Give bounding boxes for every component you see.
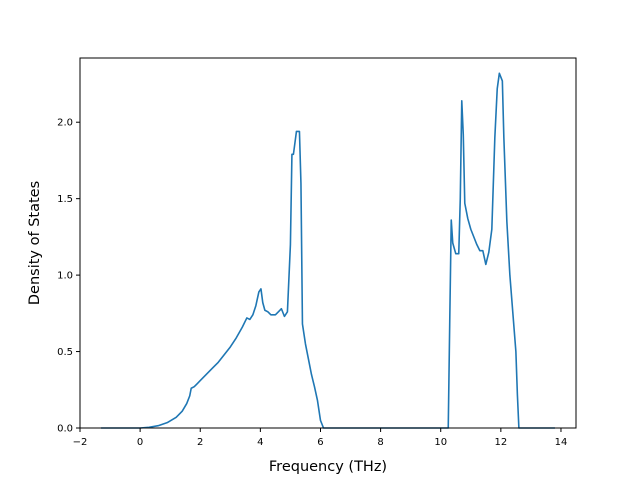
x-tick-label: 4 xyxy=(257,437,263,448)
x-tick-label: −2 xyxy=(73,437,88,448)
y-tick-label: 0.0 xyxy=(57,424,73,435)
x-tick-label: 0 xyxy=(137,437,143,448)
dos-series-line xyxy=(101,72,555,429)
y-tick-label: 0.5 xyxy=(57,347,73,358)
x-tick-label: 6 xyxy=(317,437,323,448)
y-axis-label: Density of States xyxy=(27,181,43,305)
x-tick-label: 12 xyxy=(494,437,507,448)
x-tick-label: 8 xyxy=(377,437,383,448)
plot-frame xyxy=(79,57,577,429)
x-tick-label: 14 xyxy=(555,437,568,448)
y-tick-label: 1.0 xyxy=(57,271,73,282)
x-tick-label: 2 xyxy=(197,437,203,448)
y-tick-label: 1.5 xyxy=(57,194,73,205)
x-axis-label: Frequency (THz) xyxy=(269,459,387,475)
x-tick-label: 10 xyxy=(434,437,447,448)
y-tick-label: 2.0 xyxy=(57,118,73,129)
